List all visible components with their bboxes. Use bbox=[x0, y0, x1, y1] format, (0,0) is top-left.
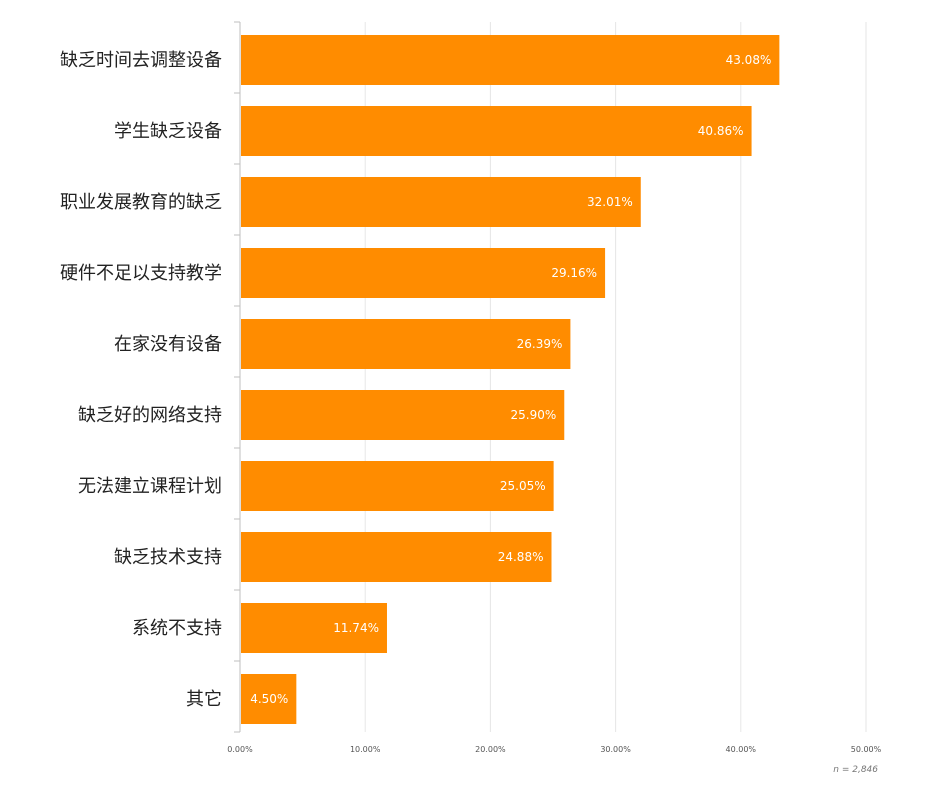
category-label: 硬件不足以支持教学 bbox=[60, 263, 222, 284]
bars bbox=[241, 35, 780, 724]
value-label: 24.88% bbox=[498, 550, 544, 564]
bar bbox=[241, 461, 554, 511]
category-label: 学生缺乏设备 bbox=[114, 121, 222, 142]
bar bbox=[241, 603, 387, 653]
bar bbox=[241, 390, 565, 440]
bar bbox=[241, 248, 606, 298]
value-label: 11.74% bbox=[333, 621, 379, 635]
category-label: 职业发展教育的缺乏 bbox=[60, 192, 222, 213]
x-tick-label: 50.00% bbox=[851, 745, 882, 754]
category-label: 在家没有设备 bbox=[114, 334, 222, 355]
value-label: 29.16% bbox=[551, 266, 597, 280]
category-labels: 缺乏时间去调整设备学生缺乏设备职业发展教育的缺乏硬件不足以支持教学在家没有设备缺… bbox=[60, 50, 222, 710]
value-labels: 43.08% 40.86% 32.01% 29.16% 26.39% 25.90% 25.0… bbox=[250, 53, 771, 706]
value-label: 26.39% bbox=[517, 337, 563, 351]
category-label: 其它 bbox=[186, 689, 222, 710]
value-label: 43.08% bbox=[726, 53, 772, 67]
x-tick-label: 20.00% bbox=[475, 745, 506, 754]
x-tick-label: 30.00% bbox=[600, 745, 631, 754]
x-tick-label: 10.00% bbox=[350, 745, 381, 754]
x-tick-label: 40.00% bbox=[726, 745, 757, 754]
category-label: 缺乏时间去调整设备 bbox=[60, 50, 222, 71]
category-label: 无法建立课程计划 bbox=[78, 476, 222, 497]
x-tick-label: 0.00% bbox=[227, 745, 253, 754]
category-label: 缺乏技术支持 bbox=[114, 547, 222, 568]
value-label: 25.05% bbox=[500, 479, 546, 493]
bar bbox=[241, 532, 552, 582]
value-label: 25.90% bbox=[511, 408, 557, 422]
value-label: 32.01% bbox=[587, 195, 633, 209]
bar bbox=[241, 106, 752, 156]
bar bbox=[241, 35, 780, 85]
bar bbox=[241, 177, 641, 227]
value-label: 4.50% bbox=[250, 692, 288, 706]
bar bbox=[241, 674, 297, 724]
category-label: 缺乏好的网络支持 bbox=[78, 405, 222, 426]
x-tick-labels: 0.00% 10.00% 20.00% 30.00% 40.00% 50.00% bbox=[227, 745, 881, 754]
bar bbox=[241, 319, 571, 369]
category-axis bbox=[234, 21, 241, 733]
category-label: 系统不支持 bbox=[132, 618, 222, 639]
value-label: 40.86% bbox=[698, 124, 744, 138]
sample-size-label: n = 2,846 bbox=[833, 765, 878, 775]
